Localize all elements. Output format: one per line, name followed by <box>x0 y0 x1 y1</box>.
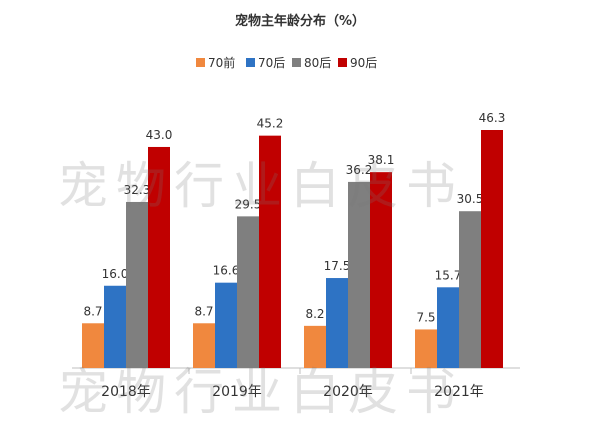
data-label: 30.5 <box>457 192 484 206</box>
data-label: 17.5 <box>324 259 351 273</box>
bar <box>82 323 104 368</box>
data-label: 8.7 <box>194 304 213 318</box>
data-label: 8.2 <box>305 307 324 321</box>
data-label: 8.7 <box>83 304 102 318</box>
bar <box>326 278 348 368</box>
data-label: 46.3 <box>479 111 506 125</box>
legend-swatch <box>292 57 301 67</box>
bar <box>415 329 437 368</box>
legend-swatch <box>196 57 205 67</box>
legend-item: 70后 <box>246 54 285 70</box>
legend-item: 70前 <box>196 54 235 70</box>
chart-title: 宠物主年龄分布（%） <box>234 14 366 29</box>
legend-label: 70前 <box>208 55 236 70</box>
data-label: 45.2 <box>257 117 284 131</box>
x-tick-label: 2021年 <box>434 384 484 400</box>
bar <box>370 172 392 368</box>
data-label: 38.1 <box>368 153 395 167</box>
legend-swatch <box>246 57 255 67</box>
x-tick-label: 2019年 <box>212 384 262 400</box>
x-tick-label: 2018年 <box>101 384 151 400</box>
bar <box>459 211 481 368</box>
data-label: 43.0 <box>146 128 173 142</box>
bar <box>215 282 237 368</box>
legend-label: 90后 <box>350 55 378 70</box>
legend: 70前 70后 80后 90后 <box>0 54 600 72</box>
legend-swatch <box>338 57 347 67</box>
data-label: 29.5 <box>235 197 262 211</box>
bar <box>481 130 503 368</box>
bar <box>259 135 281 368</box>
legend-label: 70后 <box>258 55 286 70</box>
bar <box>104 285 126 368</box>
bar <box>304 325 326 368</box>
data-label: 16.6 <box>213 264 240 278</box>
x-tick-label: 2020年 <box>323 384 373 400</box>
bar <box>126 201 148 368</box>
legend-item: 80后 <box>292 54 331 70</box>
data-label: 16.0 <box>102 267 129 281</box>
bar <box>193 323 215 368</box>
data-label: 7.5 <box>416 310 435 324</box>
bar <box>237 216 259 368</box>
data-label: 32.3 <box>124 183 151 197</box>
bar <box>148 146 170 368</box>
bar <box>437 287 459 368</box>
bar <box>348 181 370 368</box>
data-label: 36.2 <box>346 163 373 177</box>
legend-item: 90后 <box>338 54 377 70</box>
data-label: 15.7 <box>435 268 462 282</box>
legend-label: 80后 <box>304 55 332 70</box>
